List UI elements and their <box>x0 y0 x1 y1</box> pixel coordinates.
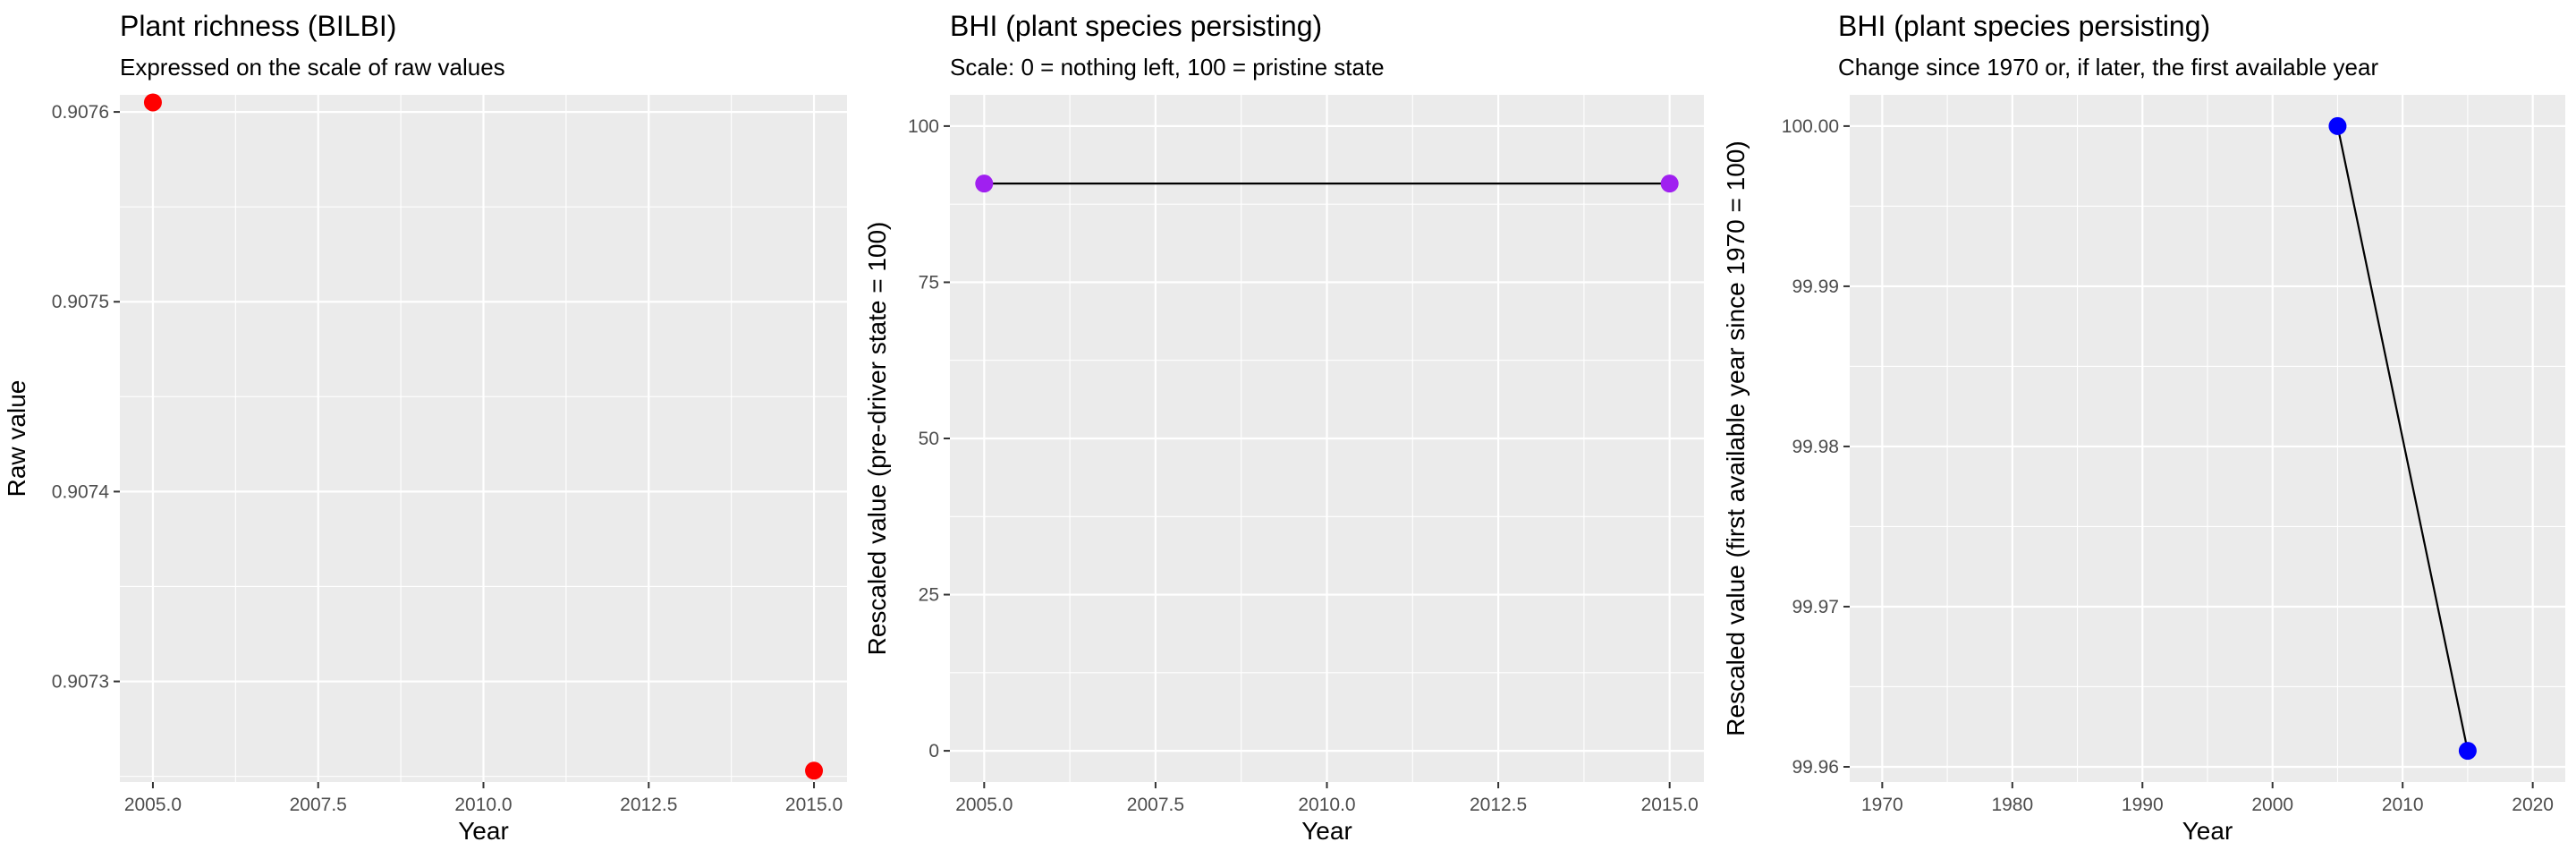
y-axis-title: Rescaled value (first available year sin… <box>1722 140 1750 736</box>
y-tick-label: 25 <box>919 585 939 606</box>
data-point <box>2458 742 2477 761</box>
y-tick-label: 0.9073 <box>52 672 109 693</box>
x-tick-label: 2010.0 <box>454 795 512 815</box>
x-tick-label: 2010.0 <box>1298 795 1355 815</box>
y-tick-label: 0.9074 <box>52 481 110 502</box>
chart-panel-1: Plant richness (BILBI) Expressed on the s… <box>3 10 847 845</box>
chart-subtitle: Change since 1970 or, if later, the firs… <box>1838 54 2378 81</box>
data-point <box>1660 174 1679 193</box>
data-point <box>2328 116 2347 135</box>
y-tick-label: 99.99 <box>1792 276 1839 297</box>
y-tick-label: 100.00 <box>1782 116 1839 137</box>
chart-title: BHI (plant species persisting) <box>950 10 1322 42</box>
chart-subtitle: Expressed on the scale of raw values <box>120 54 505 81</box>
x-tick-label: 1990 <box>2122 795 2164 815</box>
chart-subtitle: Scale: 0 = nothing left, 100 = pristine … <box>950 54 1385 81</box>
chart-panel-2: BHI (plant species persisting) Scale: 0 =… <box>863 10 1704 845</box>
x-tick-label: 2020 <box>2512 795 2554 815</box>
chart-title: Plant richness (BILBI) <box>120 10 396 42</box>
x-tick-label: 2010 <box>2382 795 2424 815</box>
y-tick-label: 99.97 <box>1792 597 1839 617</box>
y-tick-label: 50 <box>919 429 939 449</box>
y-tick-label: 0.9075 <box>52 292 109 312</box>
data-point <box>975 174 994 193</box>
x-tick-label: 2005.0 <box>124 795 182 815</box>
y-tick-label: 99.96 <box>1792 757 1839 778</box>
y-axis-title: Rescaled value (pre-driver state = 100) <box>863 222 891 656</box>
y-tick-label: 75 <box>919 272 939 293</box>
x-tick-label: 1980 <box>1991 795 2033 815</box>
x-tick-label: 2005.0 <box>955 795 1013 815</box>
x-axis-title: Year <box>1301 817 1352 845</box>
data-point <box>143 93 162 112</box>
x-tick-label: 2012.5 <box>620 795 677 815</box>
y-tick-label: 100 <box>908 116 939 137</box>
x-tick-label: 2007.5 <box>290 795 347 815</box>
series-line <box>2336 125 2469 752</box>
x-tick-label: 2007.5 <box>1127 795 1184 815</box>
x-tick-label: 2012.5 <box>1470 795 1527 815</box>
y-axis-title: Raw value <box>3 380 30 498</box>
x-tick-label: 2015.0 <box>1641 795 1699 815</box>
data-point <box>805 761 824 780</box>
x-tick-label: 2015.0 <box>785 795 843 815</box>
x-axis-title: Year <box>458 817 509 845</box>
x-axis-title: Year <box>2182 817 2233 845</box>
x-tick-label: 2000 <box>2251 795 2293 815</box>
x-tick-label: 1970 <box>1861 795 1903 815</box>
chart-panel-3: BHI (plant species persisting) Change sin… <box>1722 10 2565 845</box>
y-tick-label: 0 <box>928 741 939 761</box>
chart-title: BHI (plant species persisting) <box>1838 10 2210 42</box>
y-tick-label: 0.9076 <box>52 102 109 123</box>
y-tick-label: 99.98 <box>1792 437 1839 457</box>
